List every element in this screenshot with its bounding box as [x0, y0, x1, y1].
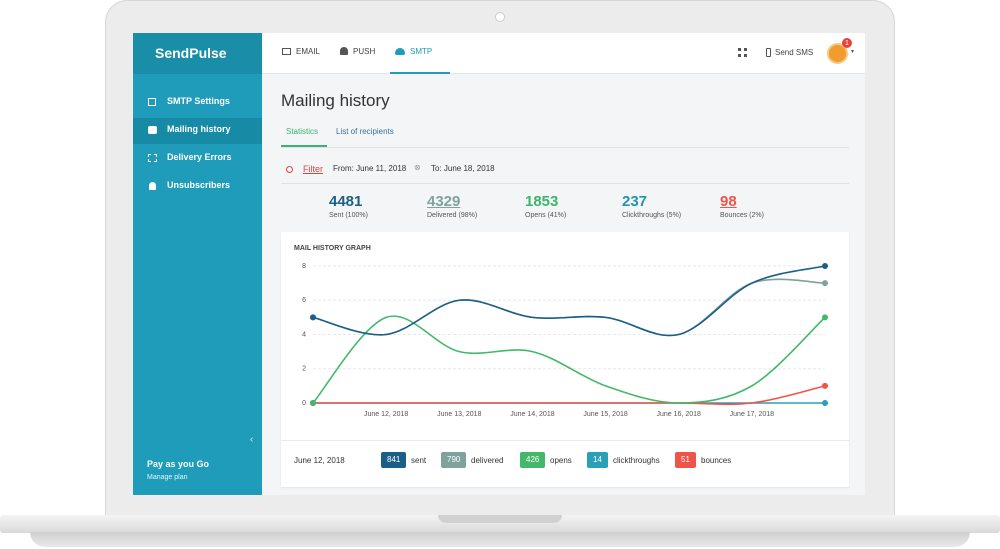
point [822, 280, 828, 287]
menu-item[interactable]: Unsubscribers [167, 180, 231, 190]
stat-label: Sent (100%) [329, 212, 368, 219]
stat-value: 1853 [525, 193, 559, 210]
chart: MAIL HISTORY GRAPH 0 2 4 6 8 June 12, 2018 Jun… [294, 245, 828, 418]
chart-title: MAIL HISTORY GRAPH [294, 245, 371, 252]
point [310, 314, 316, 321]
menu-item[interactable]: Delivery Errors [167, 152, 232, 162]
notification-badge: 1 [842, 38, 852, 48]
menu-item[interactable]: SMTP Settings [167, 96, 230, 106]
series-line [312, 278, 826, 337]
menu-icon [148, 154, 157, 162]
sidebar [133, 33, 262, 495]
tabs-divider [281, 147, 849, 148]
x-tick-label: June 12, 2018 [364, 411, 408, 418]
screen: SendPulse SMTP Settings Mailing history … [133, 33, 865, 495]
tab[interactable]: Statistics [286, 127, 319, 136]
phone-icon [766, 48, 771, 57]
top-nav [262, 33, 865, 74]
page-title: Mailing history [281, 91, 390, 110]
stat-label: Delivered (98%) [427, 212, 478, 219]
nav-item[interactable]: PUSH [353, 47, 376, 56]
date-from[interactable]: From: June 11, 2018 [333, 164, 407, 173]
send-sms[interactable]: Send SMS [775, 48, 814, 57]
tab-active-underline [281, 145, 327, 147]
point [310, 400, 316, 406]
tooltip-date: June 12, 2018 [294, 456, 345, 465]
clear-icon[interactable]: ⊗ [414, 163, 421, 172]
filter-divider [281, 183, 849, 184]
stat-value[interactable]: 98 [720, 193, 737, 210]
camera [495, 12, 505, 22]
plan-name: Pay as you Go [147, 459, 210, 469]
collapse-icon[interactable]: ‹ [250, 434, 254, 445]
manage-plan[interactable]: Manage plan [147, 474, 188, 481]
y-tick-label: 8 [302, 263, 306, 270]
y-tick-label: 6 [302, 297, 306, 304]
laptop-notch [438, 515, 562, 523]
menu-icon [148, 98, 156, 106]
stat-value[interactable]: 4329 [427, 193, 461, 210]
tab[interactable]: List of recipients [336, 127, 394, 136]
series-line [312, 265, 826, 337]
menu-icon [148, 126, 157, 134]
series-line [312, 385, 826, 406]
stat-value: 4481 [329, 193, 363, 210]
avatar[interactable] [827, 43, 848, 64]
nav-item[interactable]: SMTP [410, 47, 433, 56]
filter-button[interactable]: Filter [303, 164, 323, 174]
laptop-base [0, 515, 1000, 533]
apps-icon [738, 48, 747, 57]
nav-active-underline [390, 72, 450, 74]
logo-bar [133, 33, 262, 74]
menu-icon [149, 182, 156, 190]
point [822, 314, 828, 321]
laptop-foot [30, 532, 970, 547]
point [822, 263, 828, 269]
menu-item[interactable]: Mailing history [167, 124, 231, 134]
brand[interactable]: SendPulse [155, 45, 227, 61]
stat-label: Bounces (2%) [720, 212, 764, 219]
date-to[interactable]: To: June 18, 2018 [431, 164, 495, 173]
push-icon [340, 47, 348, 55]
tooltip-divider [281, 440, 849, 441]
chart-card [281, 232, 849, 487]
y-tick-label: 0 [302, 400, 306, 407]
point [822, 382, 828, 389]
stat-label: Clickthroughs (5%) [622, 212, 682, 219]
point [822, 400, 828, 406]
email-icon [282, 48, 291, 55]
avatar-caret: ▾ [851, 49, 855, 55]
y-tick-label: 2 [302, 366, 306, 373]
x-tick-label: June 17, 2018 [730, 411, 774, 418]
stat-label: Opens (41%) [525, 212, 567, 219]
x-tick-label: June 14, 2018 [510, 411, 554, 418]
series-line [312, 315, 826, 404]
x-tick-label: June 16, 2018 [657, 411, 701, 418]
search-icon [286, 166, 293, 173]
y-tick-label: 4 [302, 331, 306, 338]
nav-item[interactable]: EMAIL [296, 47, 321, 56]
x-tick-label: June 15, 2018 [583, 411, 627, 418]
smtp-icon [395, 48, 405, 55]
stat-value: 237 [622, 193, 648, 210]
x-tick-label: June 13, 2018 [437, 411, 481, 418]
